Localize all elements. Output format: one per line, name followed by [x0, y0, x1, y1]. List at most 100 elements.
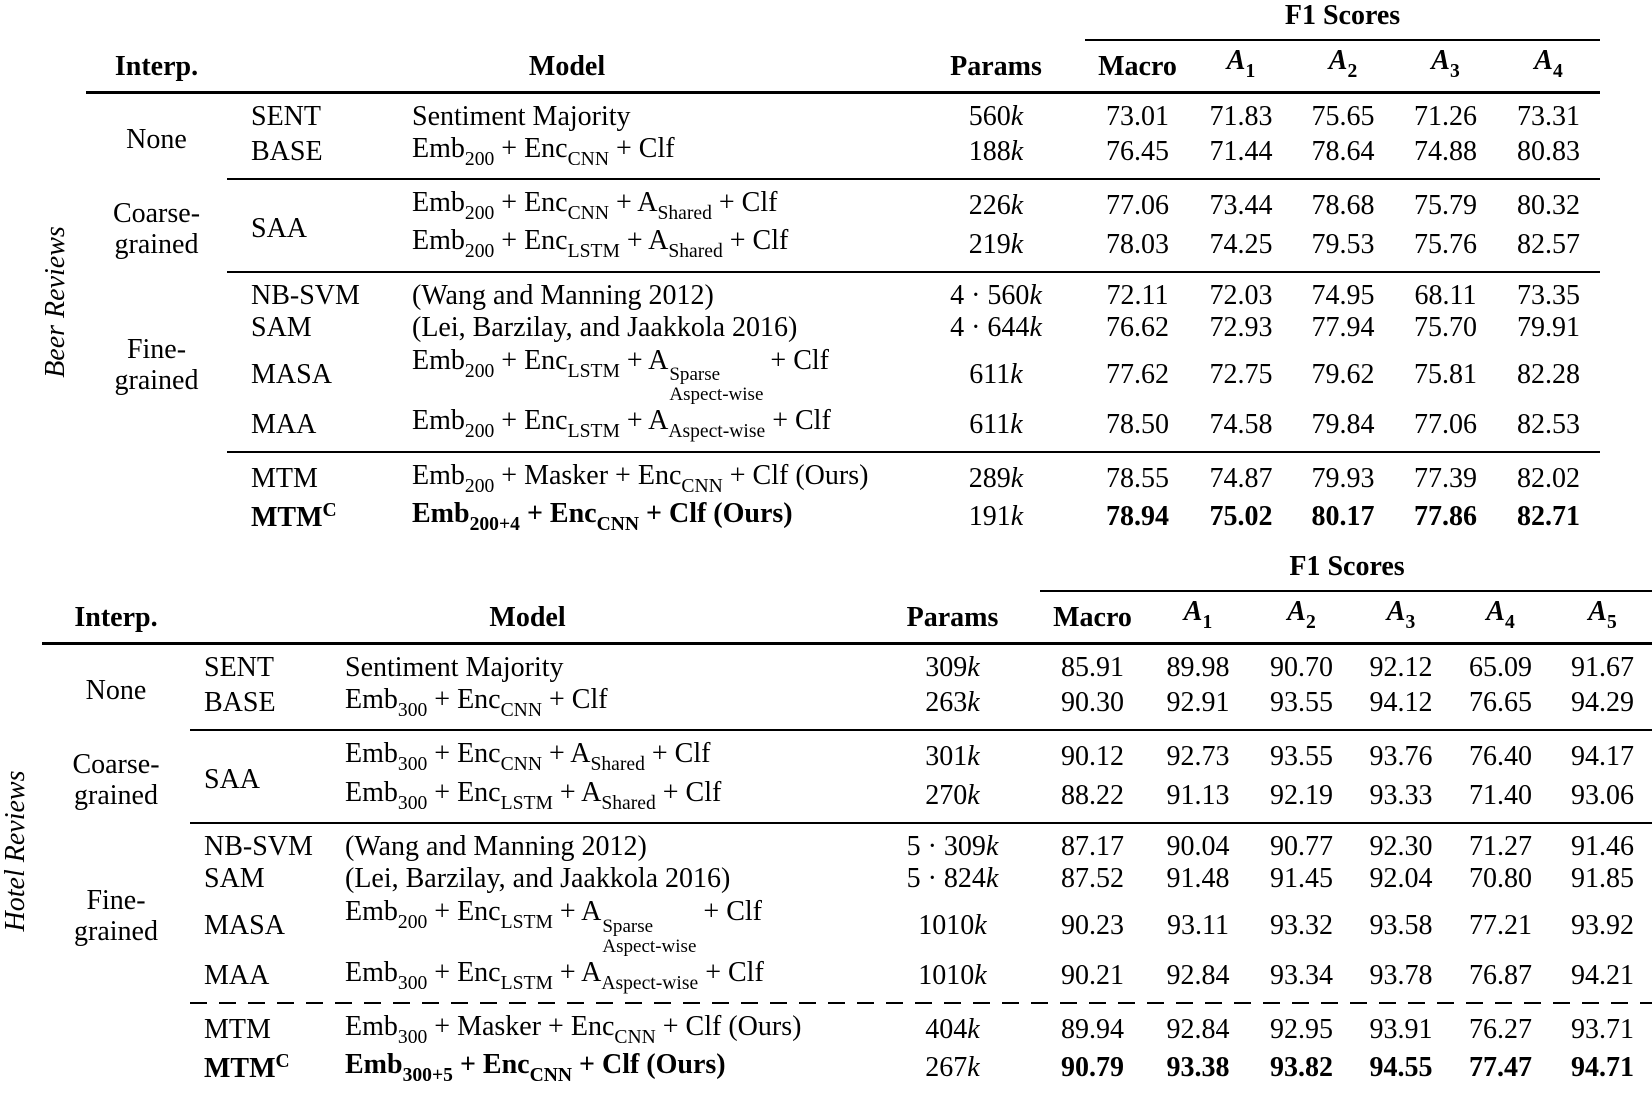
- score-cell: 76.27: [1469, 1013, 1532, 1045]
- text-segment: 219: [968, 228, 1011, 260]
- subscript: CNN: [529, 1065, 573, 1087]
- subscript: LSTM: [500, 792, 553, 814]
- text-segment: 611: [969, 408, 1011, 440]
- score-column-header: A3: [1352, 591, 1450, 646]
- text-segment: 4 · 644: [950, 312, 1030, 344]
- text-segment: Emb: [412, 133, 465, 164]
- model-cell: Emb300 + EncCNN + Clf: [345, 684, 865, 729]
- math-italic: k: [1010, 136, 1024, 168]
- math-italic: k: [974, 910, 987, 942]
- table-row: None SENT Sentiment Majority 309k 85.91 89.98…: [42, 644, 1652, 706]
- aspect-symbol: A: [1226, 44, 1246, 76]
- subscript: 300: [397, 700, 428, 722]
- text-segment: Emb: [412, 405, 465, 437]
- f1-scores-header: F1 Scores: [1040, 551, 1652, 593]
- text-segment: 1010: [918, 910, 975, 942]
- math-italic: k: [1010, 101, 1024, 132]
- math-italic: k: [985, 830, 999, 862]
- subscript: 200: [464, 475, 495, 497]
- table-row: MTMC Emb200+4 + EncCNN + Clf (Ours) 191k 78…: [86, 498, 1600, 543]
- score-cell: 74.25: [1209, 228, 1273, 260]
- text-segment: Emb: [412, 344, 465, 376]
- text-segment: Sentiment Majority: [412, 101, 631, 132]
- score-cell: 79.53: [1311, 228, 1375, 260]
- text-segment: + Enc: [427, 738, 501, 770]
- abbr-cell: MAA: [227, 405, 412, 450]
- score-cell: 72.11: [1106, 279, 1169, 311]
- text-segment: 4 · 560: [950, 279, 1030, 311]
- subscript: 300: [397, 792, 428, 814]
- text-segment: + Clf: [541, 684, 608, 716]
- text-segment: NB-SVM: [251, 279, 360, 311]
- text-segment: 191: [968, 500, 1011, 532]
- text-segment: + Enc: [494, 405, 568, 437]
- subscript: 300: [397, 972, 428, 994]
- interp-cell: Fine-grained: [114, 333, 199, 397]
- text-segment: SAA: [204, 764, 261, 796]
- table-row: MTMC Emb300+5 + EncCNN + Clf (Ours) 267k 90…: [42, 1049, 1652, 1094]
- text-segment: SAA: [251, 212, 308, 244]
- score-cell: 93.34: [1270, 959, 1333, 991]
- hotel-reviews-table-block: Hotel Reviews F1 Scores Interp. Model Param…: [0, 551, 1652, 1094]
- params-cell: 611k: [907, 405, 1085, 450]
- score-cell: 78.55: [1106, 462, 1169, 494]
- subscript: 200: [464, 360, 495, 382]
- score-column-header: A4: [1497, 40, 1601, 94]
- text-segment: + Clf: [696, 895, 762, 927]
- score-cell: 87.17: [1061, 830, 1124, 862]
- text-segment: Sentiment Majority: [345, 652, 564, 684]
- score-cell: 93.38: [1166, 1052, 1230, 1084]
- text-segment: + Enc: [452, 1048, 530, 1080]
- interp-cell: Fine-grained: [74, 884, 158, 948]
- interp-cell: Coarse-grained: [112, 197, 201, 260]
- math-italic: k: [967, 652, 980, 684]
- text-segment: Emb: [345, 684, 398, 716]
- interp-cell: None: [126, 123, 187, 155]
- score-cell: 92.73: [1166, 741, 1230, 773]
- abbr-cell: MTM: [227, 453, 412, 498]
- table-row: Coarse-grained SAA Emb200 + EncCNN + AShar…: [86, 180, 1600, 260]
- score-cell: 77.86: [1414, 500, 1477, 532]
- abbr-cell: MTMC: [190, 1049, 345, 1094]
- interp-cell: [86, 453, 227, 543]
- text-segment: + Clf: [765, 405, 831, 437]
- text-segment: + A: [619, 405, 669, 437]
- score-cell: 92.30: [1369, 830, 1433, 862]
- separator-cell: [190, 821, 1652, 824]
- group-separator-row: [86, 450, 1601, 453]
- superscript: C: [322, 500, 337, 522]
- score-cell: 92.84: [1166, 959, 1230, 991]
- aspect-symbol: A: [1183, 595, 1203, 627]
- header-lead-spacer: [42, 551, 1040, 591]
- score-cell: 88.22: [1061, 779, 1124, 811]
- score-cell: 72.93: [1209, 312, 1273, 344]
- superscript-subscript-stack: Sparse Aspect-wise: [602, 916, 696, 957]
- table-row: Fine-grained NB-SVM (Wang and Manning 2012…: [86, 273, 1600, 396]
- score-cell: 90.21: [1061, 959, 1124, 991]
- score-cell: 74.87: [1209, 462, 1273, 494]
- score-column-header: A5: [1551, 591, 1652, 646]
- score-cell: 93.78: [1369, 959, 1433, 991]
- text-segment: 267: [925, 1052, 968, 1084]
- score-cell: 79.91: [1517, 312, 1581, 344]
- text-segment: + Enc: [427, 956, 501, 988]
- score-cell: 65.09: [1469, 652, 1532, 684]
- score-cell: 80.83: [1517, 136, 1581, 168]
- score-cell: 90.12: [1061, 741, 1124, 773]
- text-segment: + Enc: [494, 344, 568, 376]
- subscript: LSTM: [567, 360, 620, 382]
- score-cell: 71.26: [1414, 101, 1477, 132]
- params-cell: 4 · 644k: [907, 312, 1085, 345]
- subscript: Shared: [590, 754, 645, 776]
- score-cell: 73.31: [1517, 101, 1581, 132]
- model-header: Model: [227, 40, 907, 94]
- table-row: SAM (Lei, Barzilay, and Jaakkola 2016) 5 ·…: [42, 863, 1652, 896]
- score-cell: 75.02: [1209, 500, 1273, 532]
- table-row: BASE Emb200 + EncCNN + Clf 188k 76.45 71.44 7…: [86, 133, 1600, 178]
- params-cell: 270k: [865, 777, 1040, 822]
- score-cell: 71.83: [1209, 101, 1273, 132]
- score-cell: 76.45: [1106, 136, 1169, 168]
- aspect-index: 4: [1504, 612, 1515, 634]
- text-segment: 1010: [918, 959, 975, 991]
- column-headers-row: Interp. Model Params Macro A1 A2 A3 A4: [86, 40, 1601, 94]
